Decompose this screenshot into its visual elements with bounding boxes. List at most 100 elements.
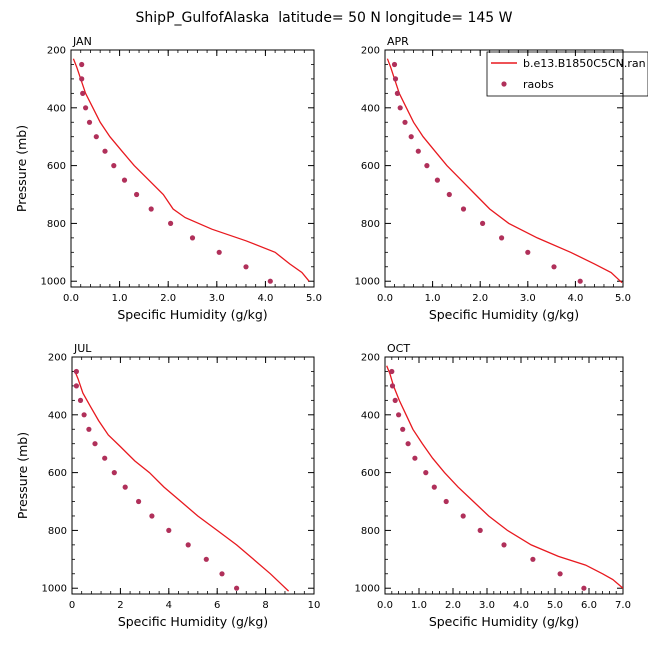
- raobs-point: [111, 163, 117, 169]
- y-tick-label: 1000: [355, 584, 380, 595]
- raobs-point: [460, 206, 467, 212]
- chart-title: ShipP_GulfofAlaska latitude= 50 N longit…: [136, 10, 513, 26]
- y-tick-label: 600: [48, 468, 67, 479]
- raobs-point: [577, 278, 583, 284]
- x-tick-label: 2: [117, 600, 123, 611]
- raobs-point: [86, 119, 93, 125]
- y-axis-title: Pressure (mb): [14, 125, 29, 212]
- x-axis-title: Specific Humidity (g/kg): [117, 307, 267, 322]
- raobs-point: [80, 90, 86, 96]
- raobs-point: [405, 441, 411, 447]
- y-tick-label: 400: [361, 103, 380, 114]
- raobs-point: [134, 191, 140, 198]
- y-tick-label: 200: [47, 46, 66, 57]
- x-tick-label: 2.0: [160, 293, 176, 304]
- raobs-point: [446, 191, 452, 198]
- x-tick-label: 5.0: [547, 600, 563, 611]
- x-tick-label: 0.0: [377, 293, 393, 304]
- model-profile-line: [386, 365, 623, 589]
- raobs-point: [400, 426, 406, 432]
- raobs-point: [267, 278, 273, 284]
- raobs-point: [77, 397, 84, 403]
- raobs-point: [111, 470, 117, 476]
- raobs-point: [530, 556, 536, 562]
- y-tick-label: 800: [48, 526, 67, 537]
- raobs-point: [136, 498, 142, 505]
- panel-oct: 0.0 1.0 2.0 3.0 4.0 5.0 6.0 7.0 200 400 600 800 1000…: [355, 342, 631, 629]
- x-tick-label: 5.0: [306, 293, 322, 304]
- plot-frame: [384, 49, 624, 288]
- raobs-point: [216, 249, 222, 255]
- y-tick-label: 1000: [42, 584, 67, 595]
- x-tick-label: 1.0: [425, 293, 441, 304]
- x-tick-label: 3.0: [479, 600, 495, 611]
- plot-frame: [71, 356, 315, 595]
- legend-obs-label: raobs: [523, 78, 554, 91]
- raobs-point: [243, 264, 249, 270]
- raobs-point: [234, 585, 240, 591]
- x-tick-label: 0: [69, 600, 75, 611]
- raobs-point: [392, 76, 399, 82]
- plot-frame: [70, 49, 315, 288]
- raobs-point: [83, 105, 89, 111]
- y-tick-label: 200: [361, 46, 380, 57]
- panel-label: JUL: [73, 342, 92, 355]
- panel-label: OCT: [387, 342, 410, 355]
- raobs-point: [389, 368, 395, 375]
- x-tick-label: 4.0: [567, 293, 583, 304]
- x-tick-label: 3.0: [520, 293, 536, 304]
- model-profile-line: [386, 58, 623, 284]
- model-profile-line: [73, 369, 290, 592]
- panel-jan: 0.0 1.0 2.0 3.0 4.0 5.0 200 400 600 800 1000 JAN Spe…: [14, 35, 322, 322]
- x-tick-label: 0.0: [377, 600, 393, 611]
- raobs-point: [525, 249, 531, 255]
- raobs-point: [477, 527, 483, 534]
- raobs-point: [415, 148, 421, 154]
- raobs-point: [460, 513, 466, 519]
- raobs-point: [391, 61, 398, 68]
- x-axis-title: Specific Humidity (g/kg): [118, 614, 268, 629]
- panel-apr: 0.0 1.0 2.0 3.0 4.0 5.0 200 400 600 800 1000 APR Spe…: [355, 35, 631, 322]
- y-tick-label: 600: [361, 468, 380, 479]
- raobs-point: [434, 177, 440, 183]
- x-tick-label: 6.0: [581, 600, 597, 611]
- y-axis-title: Pressure (mb): [15, 432, 30, 519]
- raobs-point: [79, 61, 85, 68]
- x-tick-label: 10: [308, 600, 321, 611]
- x-tick-label: 3.0: [209, 293, 225, 304]
- panel-jul: 0 2 4 6 8 10 200 400 600 800 1000 JUL Specific Humid…: [15, 342, 320, 629]
- raobs-point: [397, 105, 403, 111]
- legend: b.e13.B1850C5CN.ran raobs: [486, 51, 648, 97]
- raobs-point: [102, 148, 108, 154]
- raobs-point: [189, 235, 196, 241]
- raobs-point: [122, 484, 128, 490]
- raobs-point: [81, 412, 87, 418]
- raobs-point: [203, 556, 209, 562]
- raobs-point: [86, 426, 92, 432]
- panel-label: JAN: [72, 35, 92, 48]
- x-tick-label: 4.0: [513, 600, 529, 611]
- x-tick-label: 4.0: [257, 293, 273, 304]
- raobs-point: [92, 441, 98, 447]
- legend-box: [486, 51, 648, 97]
- x-tick-label: 2.0: [445, 600, 461, 611]
- y-tick-label: 800: [361, 219, 380, 230]
- legend-model-label: b.e13.B1850C5CN.ran: [523, 57, 646, 70]
- raobs-point: [394, 90, 400, 96]
- model-profile-line: [72, 58, 310, 282]
- raobs-point: [185, 542, 191, 548]
- raobs-point: [396, 412, 402, 418]
- raobs-point: [581, 585, 587, 591]
- raobs-point: [93, 134, 99, 140]
- x-tick-label: 1.0: [112, 293, 128, 304]
- raobs-point: [148, 206, 154, 212]
- x-tick-label: 4: [166, 600, 172, 611]
- raobs-point: [499, 235, 505, 241]
- y-tick-label: 1000: [41, 277, 66, 288]
- y-tick-label: 200: [48, 353, 67, 364]
- x-tick-label: 7.0: [615, 600, 631, 611]
- raobs-point: [408, 134, 414, 140]
- raobs-point: [443, 498, 449, 505]
- y-tick-label: 800: [47, 219, 66, 230]
